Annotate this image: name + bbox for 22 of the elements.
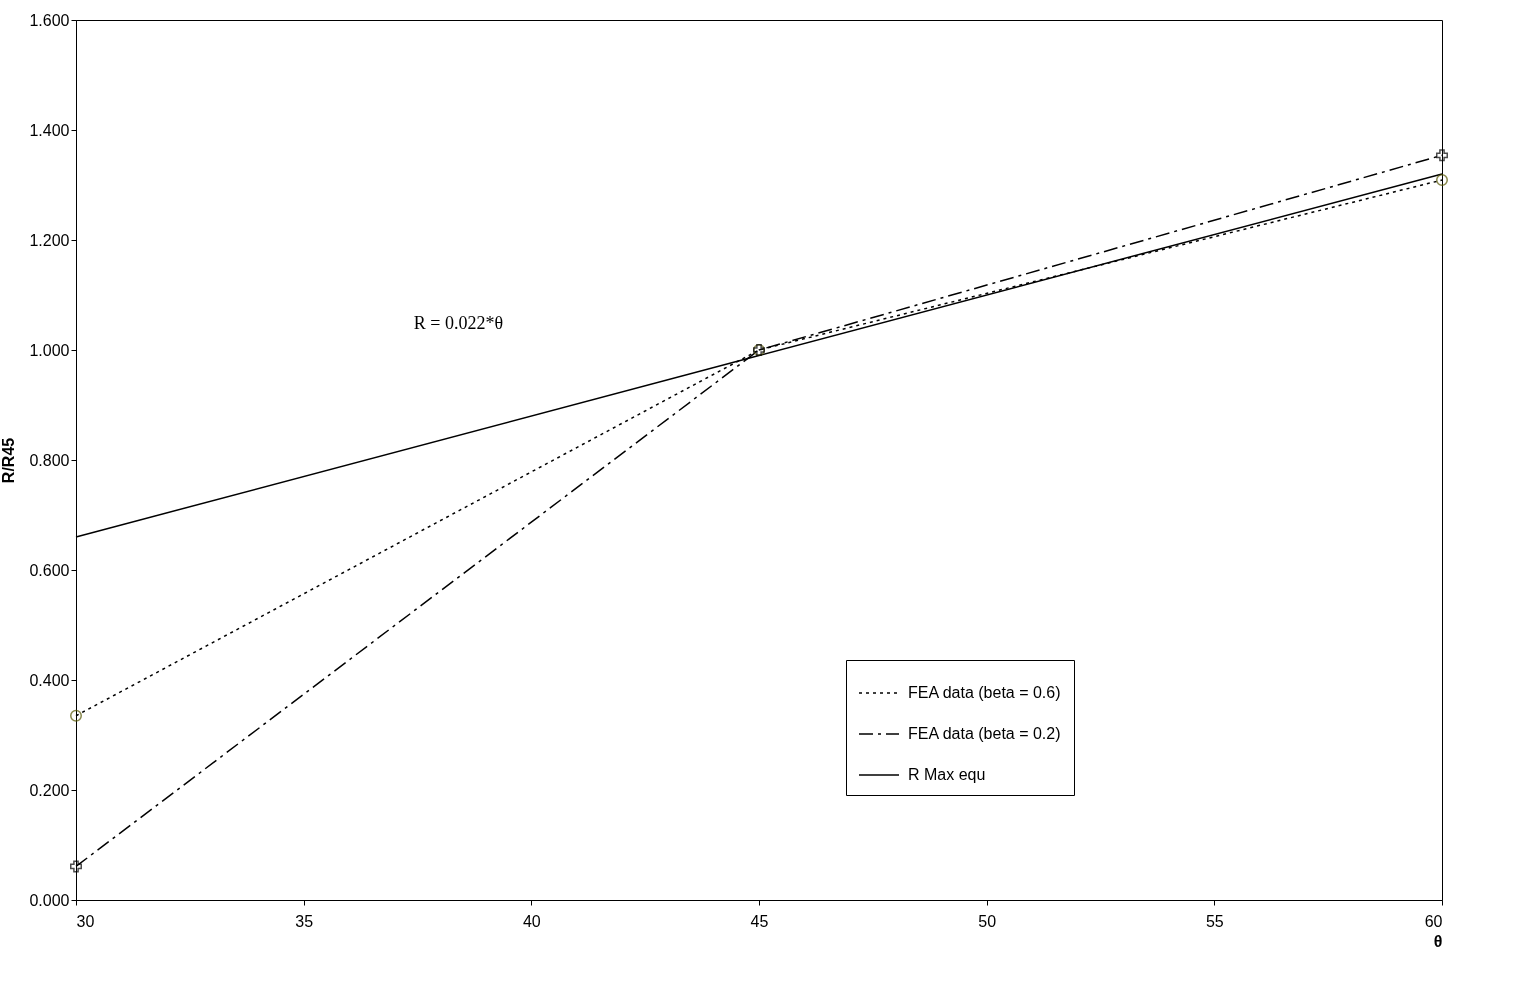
y-tick-label: 1.000 (29, 341, 70, 359)
x-axis-title: θ (1433, 932, 1443, 950)
y-tick-label: 0.000 (29, 891, 70, 909)
y-tick-label: 1.400 (29, 121, 70, 139)
y-tick-label: 0.200 (29, 781, 70, 799)
annotation: R = 0.022*θ (413, 312, 504, 333)
y-tick-label: 1.600 (29, 11, 70, 29)
y-axis-title: R/R45 (0, 437, 18, 484)
legend-label: R Max equ (908, 766, 986, 783)
x-tick-label: 35 (295, 912, 314, 930)
legend-label: FEA data (beta = 0.6) (908, 684, 1061, 701)
x-tick-label: 50 (978, 912, 997, 930)
y-tick-label: 1.200 (29, 231, 70, 249)
y-tick-label: 0.800 (29, 451, 70, 469)
y-tick-label: 0.600 (29, 561, 70, 579)
legend-label: FEA data (beta = 0.2) (908, 725, 1061, 742)
x-tick-label: 30 (76, 912, 95, 930)
x-tick-label: 60 (1424, 912, 1443, 930)
x-tick-label: 55 (1205, 912, 1224, 930)
x-tick-label: 45 (750, 912, 769, 930)
x-tick-label: 40 (522, 912, 541, 930)
y-tick-label: 0.400 (29, 671, 70, 689)
